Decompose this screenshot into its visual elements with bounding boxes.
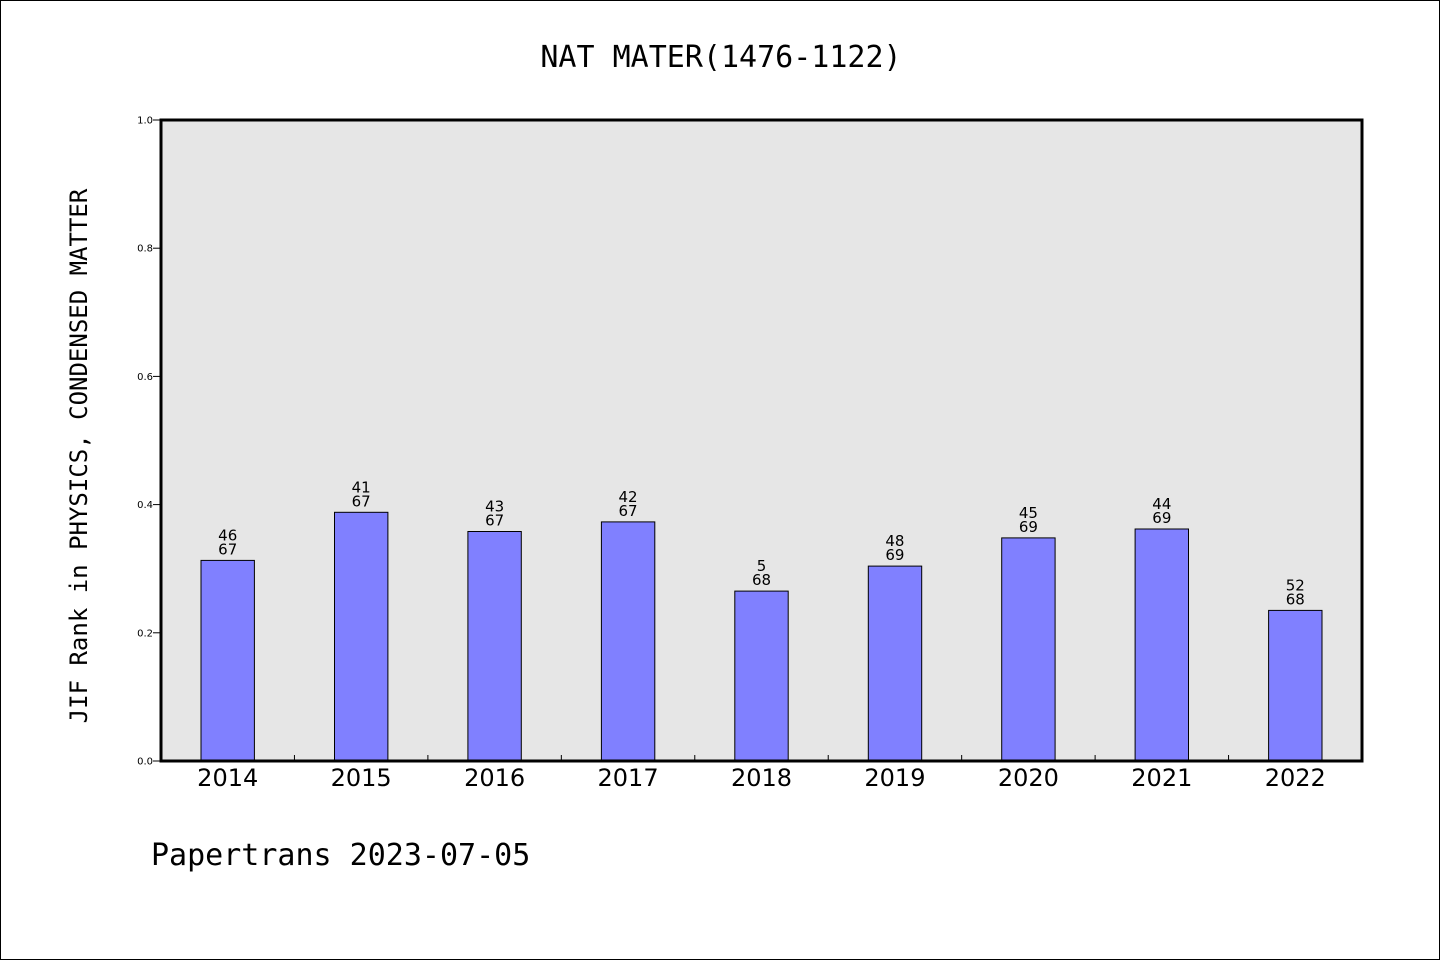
bar-label-rank-2019: 48 (885, 532, 904, 550)
bar-label-rank-2017: 42 (619, 488, 638, 506)
y-axis: 0.0 0.2 0.4 0.6 0.8 1.0 (137, 116, 161, 768)
plot-border (159, 118, 1364, 763)
x-tick-label-2018: 2018 (731, 764, 792, 792)
bar-2015 (334, 511, 389, 762)
bar-2020 (1001, 537, 1056, 762)
y-tick-label-1.0: 1.0 (137, 116, 153, 127)
bar-label-rank-2020: 45 (1019, 504, 1038, 522)
x-tick-label-2016: 2016 (464, 764, 525, 792)
x-tick-label-2017: 2017 (598, 764, 659, 792)
y-tick-label-0.8: 0.8 (137, 244, 153, 255)
x-tick-label-2014: 2014 (197, 764, 258, 792)
x-tick-label-2021: 2021 (1131, 764, 1192, 792)
bar-label-total-2020: 69 (1019, 518, 1038, 536)
bar-label-rank-2022: 52 (1286, 576, 1305, 594)
bar-2021 (1134, 528, 1189, 762)
bar-2018 (734, 590, 789, 762)
bar-2022 (1268, 609, 1323, 762)
bar-label-total-2019: 69 (885, 546, 904, 564)
bar-2016 (467, 531, 522, 762)
bar-2019 (867, 565, 923, 762)
bar-label-total-2015: 67 (352, 492, 371, 510)
x-axis: 2014 2015 2016 2017 2018 2019 2020 2021 2022 (197, 755, 1326, 792)
bar-label-total-2021: 69 (1152, 509, 1171, 527)
x-tick-label-2019: 2019 (864, 764, 925, 792)
bar-2014 (200, 559, 255, 762)
bar-label-rank-2014: 46 (218, 526, 237, 544)
y-tick-label-0.2: 0.2 (137, 628, 153, 639)
bar-label-total-2016: 67 (485, 512, 504, 530)
chart-title: NAT MATER(1476-1122) (540, 40, 901, 75)
x-tick-label-2022: 2022 (1265, 764, 1326, 792)
y-axis-label: JIF Rank in PHYSICS, CONDENSED MATTER (65, 188, 93, 723)
bar-label-total-2014: 67 (218, 540, 237, 558)
y-tick-label-0.4: 0.4 (137, 500, 153, 511)
bar-label-total-2017: 67 (619, 502, 638, 520)
bar-label-rank-2015: 41 (352, 478, 371, 496)
bar-label-total-2022: 68 (1286, 590, 1305, 608)
y-tick-label-0.0: 0.0 (137, 757, 153, 768)
bar-label-rank-2021: 44 (1152, 495, 1171, 513)
bars-layer (200, 511, 1323, 762)
bar-2017 (600, 521, 656, 762)
bar-label-rank-2016: 43 (485, 498, 504, 516)
x-tick-label-2020: 2020 (998, 764, 1059, 792)
footer-credit: Papertrans 2023-07-05 (151, 838, 530, 873)
y-tick-label-0.6: 0.6 (137, 372, 153, 383)
bar-label-rank-2018: 5 (757, 557, 767, 575)
bar-label-total-2018: 68 (752, 571, 771, 589)
x-tick-label-2015: 2015 (331, 764, 392, 792)
